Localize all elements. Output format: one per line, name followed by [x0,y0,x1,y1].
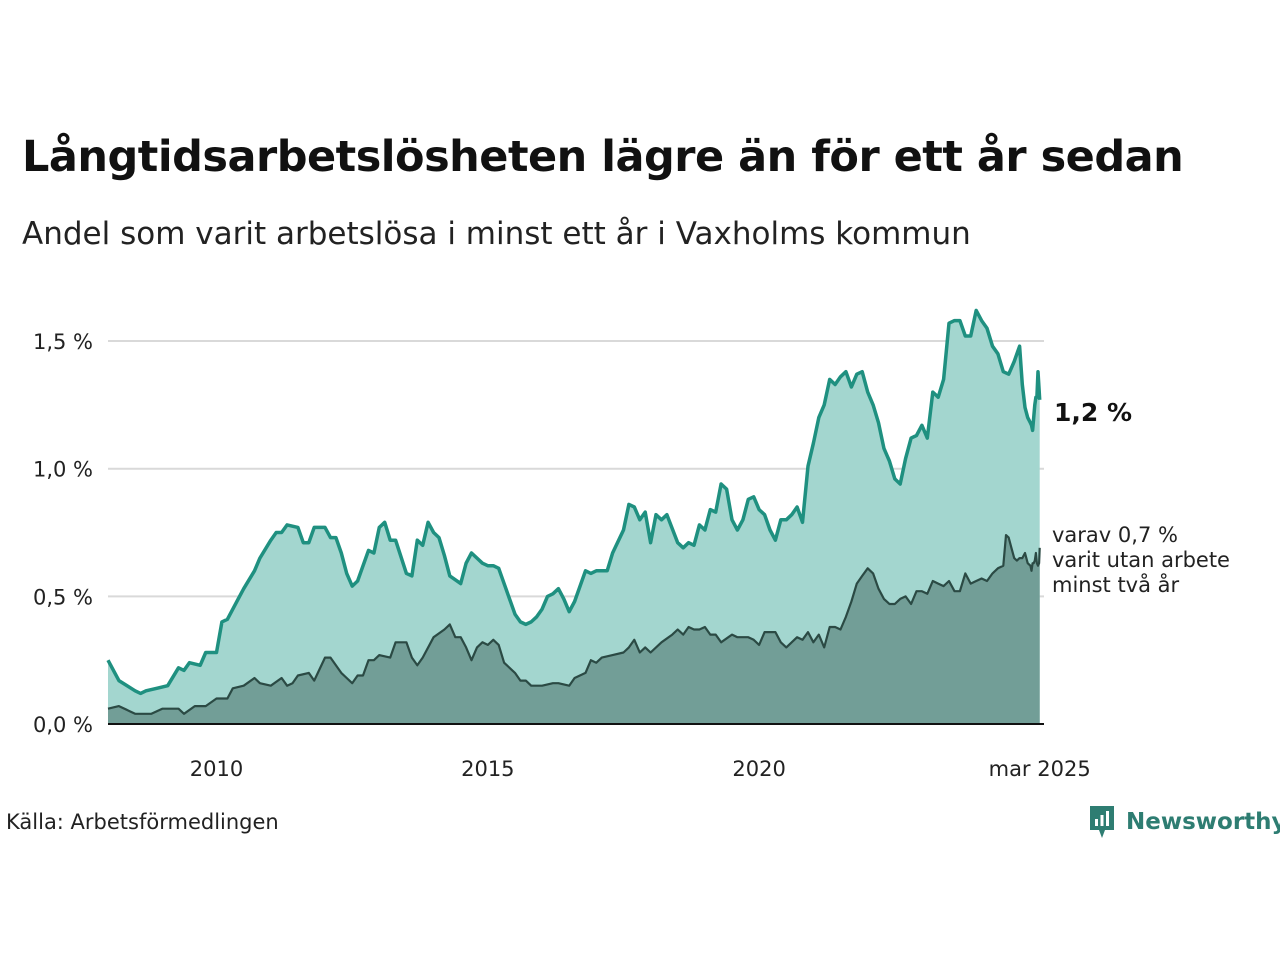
total-area [108,310,1040,724]
y-tick-label: 0,0 % [33,713,93,737]
x-tick-label: 2010 [190,757,243,781]
total-line [106,308,1042,696]
total-value-label: 1,2 % [1054,398,1132,427]
y-tick-label: 1,5 % [33,330,93,354]
two-year-value-label: minst två år [1052,572,1180,597]
two-year-line [107,534,1041,715]
x-tick-label: mar 2025 [989,757,1091,781]
y-tick-label: 0,5 % [33,585,93,609]
chart-title: Långtidsarbetslösheten lägre än för ett … [22,132,1184,182]
two-year-value-label: varav 0,7 % [1052,523,1178,547]
brand-logo: Newsworthy [1088,804,1280,840]
two-year-area [108,535,1040,724]
x-tick-label: 2020 [732,757,785,781]
two-year-value-label: varit utan arbete [1052,548,1230,572]
chart-subtitle: Andel som varit arbetslösa i minst ett å… [22,216,971,252]
newsworthy-logo-icon [1090,806,1114,838]
y-tick-label: 1,0 % [33,458,93,482]
x-tick-label: 2015 [461,757,514,781]
source-note: Källa: Arbetsförmedlingen [6,810,279,834]
brand-name: Newsworthy [1126,809,1280,835]
